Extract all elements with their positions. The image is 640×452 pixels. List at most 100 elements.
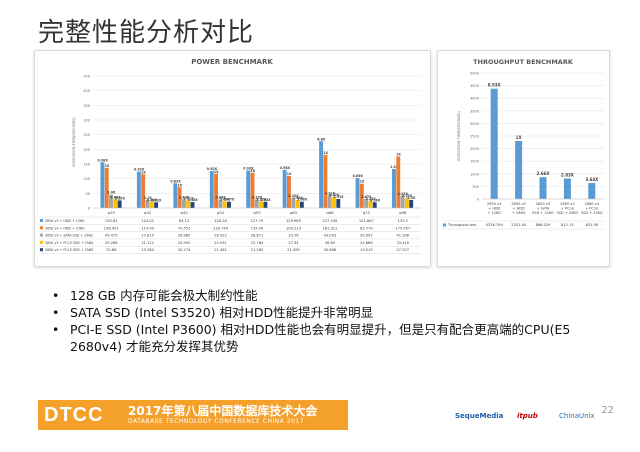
power-bar [218, 199, 223, 208]
power-bar-label: 5.47X [224, 198, 235, 202]
dtcc-logo: DTCC [44, 404, 104, 426]
power-bar-label: 4.92X [329, 193, 340, 197]
power-ylabel: EXECUTION TIME(SECONDS) [72, 116, 76, 166]
power-bar-label: 1X [360, 180, 365, 184]
power-bar [368, 200, 373, 208]
throughput-bar-label: 0.53X [488, 83, 501, 88]
power-bar-label: 6.3X [407, 196, 416, 200]
bullet-list: • 128 GB 内存可能会极大制约性能 • SATA SSD (Intel S35… [52, 287, 612, 355]
power-bar [136, 171, 141, 208]
power-bar [173, 183, 178, 208]
bullet-text: PCI-E SSD (Intel P3600) 相对HDD性能也会有明显提升，但… [70, 322, 571, 354]
power-bar [209, 170, 214, 208]
power-bar-label: 3.0X [107, 191, 116, 195]
power-table-cell: 181.311 [322, 226, 337, 230]
throughput-ytick-label: 2000 [470, 147, 479, 151]
power-bar-label: 4.1X [144, 196, 153, 200]
power-chart-title: POWER BENCHMARK [191, 58, 273, 66]
power-bar-label: 5.09X [220, 197, 231, 201]
power-benchmark-chart: POWER BENCHMARK 0 50 100 150 200 250 300 350 400 4… [34, 50, 431, 267]
power-bar [145, 199, 150, 208]
power-bar [250, 172, 255, 208]
bullet-item: • SATA SSD (Intel S3520) 相对HDD性能提升非常明显 [52, 304, 612, 321]
power-bar-label: 4.24X [370, 198, 381, 202]
power-bar [336, 199, 341, 208]
power-bar [100, 162, 105, 208]
power-bar [246, 170, 251, 208]
power-bar-label: 4.21X [325, 191, 336, 195]
power-legend-label: 2650 v3 + HDD + 128G [45, 219, 85, 223]
power-bar [149, 201, 154, 208]
power-bar-label: 1X [323, 151, 328, 155]
power-bar-label: 5.91X [333, 195, 344, 199]
power-table-cell: 28.922 [214, 234, 227, 238]
throughput-ytick-label: 500 [472, 185, 479, 189]
power-table-cell: 22.784 [251, 241, 264, 245]
power-ytick-label: 150 [83, 163, 90, 167]
power-table-cell: 45.475 [105, 234, 118, 238]
power-table-cell: 126.28 [214, 219, 227, 223]
power-ytick-label: 450 [83, 75, 90, 79]
power-legend-swatch [40, 248, 43, 252]
power-bar [372, 202, 377, 208]
throughput-xtick-label: 2680 v4 + PCI-E SSD + 256G [581, 202, 603, 215]
power-table-cell: 21.361 [214, 248, 227, 252]
throughput-ytick-label: 1500 [470, 160, 479, 164]
power-bar-label: 1X [214, 170, 219, 174]
throughput-ytick-label: 3000 [470, 122, 479, 126]
power-bar [117, 200, 122, 208]
power-bar [291, 198, 296, 208]
footer-title: 2017年第八届中国数据库技术大会 [128, 404, 318, 418]
throughput-ytick-label: 5000 [470, 72, 479, 76]
throughput-ytick-label: 0 [477, 198, 479, 202]
bullet-dot-icon: • [52, 305, 60, 320]
power-bar-label: 2.67X [361, 195, 372, 199]
power-bar-label: 0.98X [97, 158, 108, 162]
power-bar [254, 199, 259, 208]
throughput-table-cell: 631.98 [586, 223, 599, 227]
power-table-cell: 20.274 [178, 248, 191, 252]
power-table-cell: 24.688 [360, 241, 373, 245]
power-table-cell: 27.815 [141, 234, 154, 238]
power-bar-label: 4.23X [398, 192, 409, 196]
throughput-benchmark-svg: THROUGHPUT BENCHMARK 0 500 1000 1500 2000 2500… [442, 58, 604, 230]
power-table-cell: 70.551 [178, 226, 191, 230]
power-xtick-label: q42 [144, 210, 152, 215]
power-bar-label: 4.66X [110, 195, 121, 199]
sponsor-chinaunix-logo: ChinaUnix [559, 412, 595, 420]
power-bar-label: 1X [141, 170, 146, 174]
power-bar-label: 4.15X [252, 196, 263, 200]
power-ytick-label: 250 [83, 133, 90, 137]
power-ytick-label: 100 [83, 177, 90, 181]
power-bar-label: 0.93X [134, 168, 145, 172]
power-bar-label: 2.71X [183, 196, 194, 200]
throughput-table-cell: 4376.749 [486, 223, 504, 227]
sponsor-logos: SequeMedia itpub ChinaUnix [455, 412, 615, 428]
sponsor-sequemedia-logo: SequeMedia [455, 412, 504, 420]
slide-title: 完整性能分析对比 [38, 18, 255, 48]
bullet-dot-icon: • [52, 288, 60, 303]
throughput-table-cell: 866.029 [536, 223, 552, 227]
power-table-cell: 133.2 [398, 219, 408, 223]
power-table-cell: 155.81 [105, 219, 118, 223]
power-xtick-label: q52 [217, 210, 225, 215]
power-bar [177, 187, 182, 208]
power-table-cell: 227.539 [322, 219, 338, 223]
throughput-bar-label: 1X [516, 135, 522, 140]
power-ytick-label: 0 [88, 207, 90, 211]
power-table-cell: 84.12 [179, 219, 189, 223]
throughput-table-cell: 812.15 [561, 223, 574, 227]
power-legend-swatch [40, 233, 43, 237]
power-table-cell: 129.989 [286, 219, 302, 223]
power-bar-label: 1X [396, 153, 401, 157]
power-legend-swatch [40, 219, 43, 222]
bullet-item: • PCI-E SSD (Intel P3600) 相对HDD性能也会有明显提升，… [52, 321, 612, 355]
power-table-cell: 33.418 [396, 241, 409, 245]
bullet-item: • 128 GB 内存可能会极大制约性能 [52, 287, 612, 304]
power-table-cell: 116.749 [213, 226, 229, 230]
throughput-xtick-label: 2650 v3 + SATA SSD + 256G [532, 202, 554, 215]
power-bar [141, 174, 146, 208]
power-bar-label: 1X [287, 172, 292, 176]
power-bar [286, 175, 291, 208]
power-bar [327, 195, 332, 208]
